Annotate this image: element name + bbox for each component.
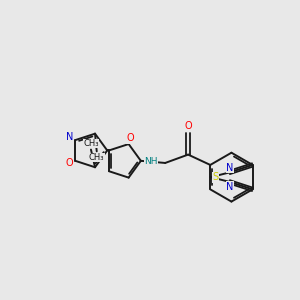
Text: N: N bbox=[65, 132, 73, 142]
Text: CH₃: CH₃ bbox=[83, 139, 99, 148]
Text: NH: NH bbox=[144, 157, 158, 166]
Text: O: O bbox=[184, 122, 192, 131]
Text: N: N bbox=[226, 163, 234, 173]
Text: O: O bbox=[127, 133, 134, 143]
Text: O: O bbox=[65, 158, 73, 167]
Text: S: S bbox=[212, 172, 218, 182]
Text: CH₃: CH₃ bbox=[89, 153, 104, 162]
Text: N: N bbox=[226, 182, 234, 192]
